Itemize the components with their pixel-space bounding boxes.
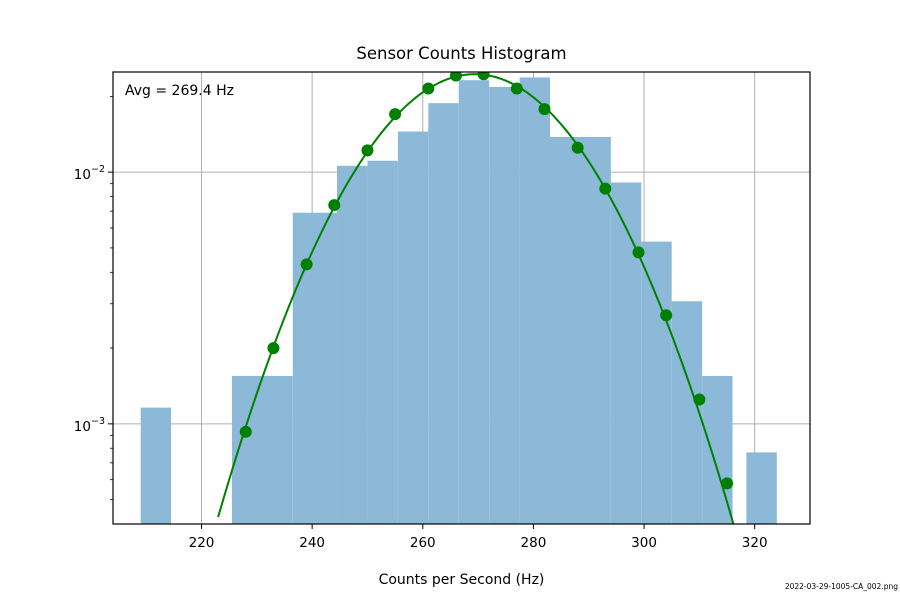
- fit-point: [449, 72, 462, 82]
- x-tick-label: 220: [189, 535, 215, 551]
- histogram-bar: [428, 103, 459, 524]
- x-tick-label: 260: [410, 535, 436, 551]
- fit-point: [422, 82, 435, 95]
- fit-series: [217, 72, 735, 524]
- histogram-bar: [671, 301, 703, 524]
- histogram-bar: [550, 136, 611, 524]
- histogram-bar: [702, 375, 733, 524]
- fit-point: [389, 108, 402, 121]
- x-tick-label: 280: [521, 535, 547, 551]
- histogram-bar: [519, 77, 551, 524]
- histogram-bar: [337, 165, 368, 524]
- y-tick-label: 10−2: [74, 164, 105, 183]
- fit-point: [660, 309, 673, 322]
- fit-point: [477, 72, 490, 81]
- avg-annotation: Avg = 269.4 Hz: [125, 83, 234, 99]
- histogram-bar: [641, 241, 672, 524]
- fit-point: [632, 246, 645, 259]
- histogram-bar: [140, 407, 172, 524]
- plot-frame: [112, 71, 811, 525]
- histogram-bar: [746, 452, 777, 524]
- x-tick-label: 240: [299, 535, 325, 551]
- x-axis-label: Counts per Second (Hz): [379, 572, 545, 588]
- histogram-bar: [292, 212, 338, 524]
- histogram-bar: [367, 160, 398, 524]
- fit-point: [571, 141, 584, 154]
- filename-footer: 2022-03-29-1005-CA_002.png: [785, 582, 898, 591]
- fit-point: [328, 199, 341, 212]
- histogram-bar: [610, 182, 642, 524]
- fit-point: [239, 425, 252, 438]
- y-axis-ticks: 10−3 10−2: [74, 95, 113, 501]
- fit-point: [267, 342, 280, 355]
- histogram-bars: [140, 77, 777, 524]
- chart-title: Sensor Counts Histogram: [356, 44, 566, 63]
- fit-point: [721, 477, 734, 490]
- x-axis-ticks: 220 240 260 280 300 320: [189, 524, 768, 551]
- histogram-bar: [458, 80, 490, 524]
- fit-point: [693, 393, 706, 406]
- fit-point: [599, 182, 612, 195]
- fit-point: [300, 258, 313, 271]
- x-tick-label: 320: [742, 535, 768, 551]
- fit-point: [361, 144, 374, 157]
- fit-point: [510, 82, 523, 95]
- histogram-bar: [231, 375, 293, 524]
- x-tick-label: 300: [631, 535, 657, 551]
- y-tick-label: 10−3: [74, 416, 105, 435]
- histogram-bar: [397, 131, 429, 524]
- histogram-bar: [489, 86, 520, 524]
- fit-point: [538, 103, 551, 116]
